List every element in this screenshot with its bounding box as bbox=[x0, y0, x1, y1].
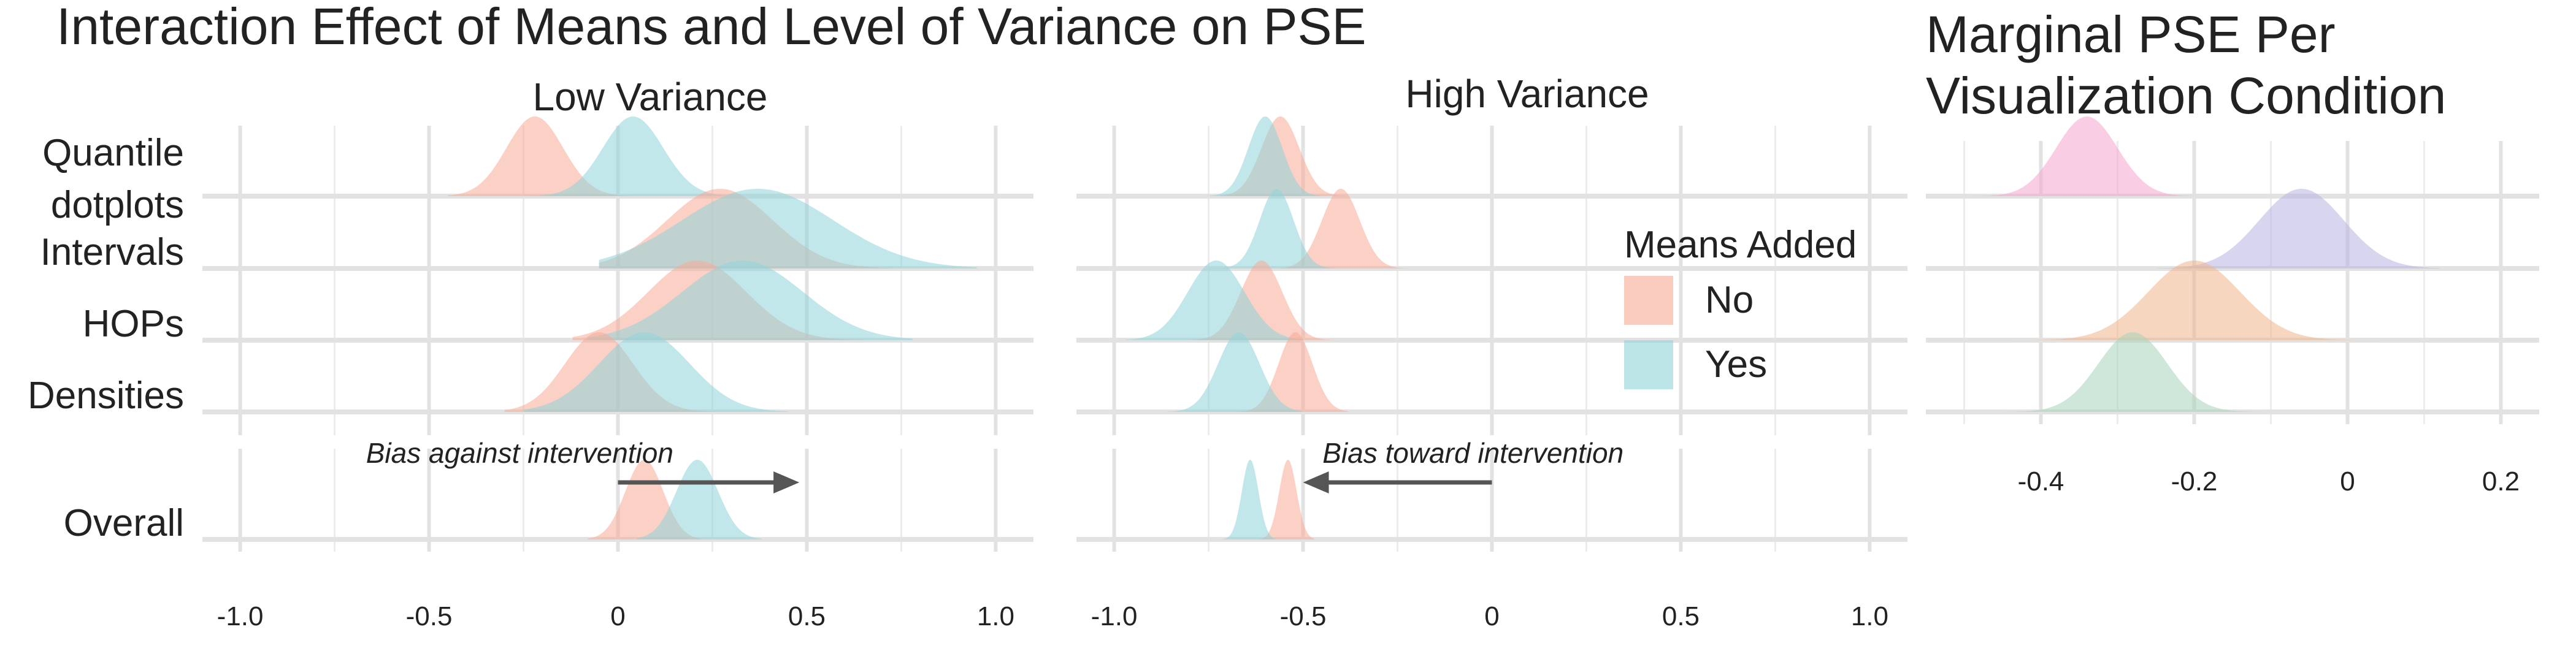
x-tick-label: 0.5 bbox=[788, 601, 826, 631]
row-label: Overall bbox=[64, 502, 184, 544]
x-tick-label: 1.0 bbox=[977, 601, 1014, 631]
legend-label-yes: Yes bbox=[1705, 343, 1767, 386]
legend-swatch-no bbox=[1624, 276, 1673, 325]
panel-title: Marginal PSE Per bbox=[1926, 6, 2336, 63]
density-ridge-yes bbox=[599, 189, 977, 268]
density-ridge-no bbox=[1235, 332, 1349, 412]
row-label: Quantile bbox=[42, 132, 184, 174]
x-tick-label: -0.5 bbox=[1280, 601, 1327, 631]
density-ridge-yes bbox=[523, 332, 788, 412]
density-ridge-yes bbox=[1167, 332, 1303, 412]
annotation-text: Bias against intervention bbox=[366, 437, 673, 469]
x-tick-label: 0 bbox=[1484, 601, 1499, 631]
panel-title: Visualization Condition bbox=[1926, 67, 2446, 124]
legend-swatch-yes bbox=[1624, 340, 1673, 389]
x-tick-label: 0.5 bbox=[1662, 601, 1700, 631]
panel-title: High Variance bbox=[1405, 72, 1649, 116]
density-ridge-yes bbox=[523, 116, 762, 196]
x-tick-label: 0 bbox=[610, 601, 625, 631]
density-ridge-no bbox=[1280, 189, 1409, 268]
density-ridge-quantile-dotplots bbox=[1926, 116, 2195, 196]
annotation-arrowhead bbox=[1303, 471, 1329, 493]
x-tick-label: -0.4 bbox=[2018, 466, 2064, 497]
annotation-text: Bias toward intervention bbox=[1322, 437, 1623, 469]
density-ridge-no bbox=[1257, 460, 1315, 539]
legend-label-no: No bbox=[1705, 279, 1754, 321]
density-ridge-yes bbox=[1205, 116, 1322, 196]
legend-title: Means Added bbox=[1624, 224, 1857, 266]
panel-2: High Variance -1.0 -0.5 0 0.5 1.0 Bias toward … bbox=[1070, 72, 1914, 631]
panel-1: Low Variance Quantile dotplots Intervals HOP… bbox=[28, 75, 1040, 631]
density-ridge-hops bbox=[1964, 261, 2425, 340]
main-title: Interaction Effect of Means and Level of… bbox=[56, 0, 1367, 55]
density-ridge-no bbox=[448, 116, 664, 196]
x-tick-label: -0.2 bbox=[2171, 466, 2218, 497]
annotation-arrowhead bbox=[773, 471, 800, 493]
density-ridge-yes bbox=[1220, 460, 1277, 539]
row-label: Densities bbox=[28, 375, 184, 417]
row-label: Intervals bbox=[40, 231, 184, 273]
panel-title: Low Variance bbox=[532, 75, 767, 119]
density-ridge-densities bbox=[2003, 332, 2271, 412]
facet-gap bbox=[196, 435, 1040, 449]
legend: Means Added No Yes bbox=[1624, 224, 1857, 389]
panels-group: Low Variance Quantile dotplots Intervals HOP… bbox=[28, 6, 2539, 631]
x-tick-label: 0.2 bbox=[2482, 466, 2520, 497]
density-ridge-yes bbox=[637, 460, 762, 539]
facet-gap bbox=[1070, 435, 1914, 449]
x-tick-label: -0.5 bbox=[406, 601, 453, 631]
x-tick-label: -1.0 bbox=[217, 601, 264, 631]
density-ridge-yes bbox=[1220, 189, 1333, 268]
density-ridge-intervals bbox=[2156, 189, 2440, 268]
x-tick-label: 0 bbox=[2340, 466, 2355, 497]
density-ridge-yes bbox=[588, 261, 913, 340]
density-ridge-yes bbox=[1125, 261, 1303, 340]
row-label: dotplots bbox=[51, 184, 184, 226]
row-label: HOPs bbox=[83, 303, 184, 345]
x-tick-label: -1.0 bbox=[1091, 601, 1138, 631]
x-tick-label: 1.0 bbox=[1851, 601, 1888, 631]
